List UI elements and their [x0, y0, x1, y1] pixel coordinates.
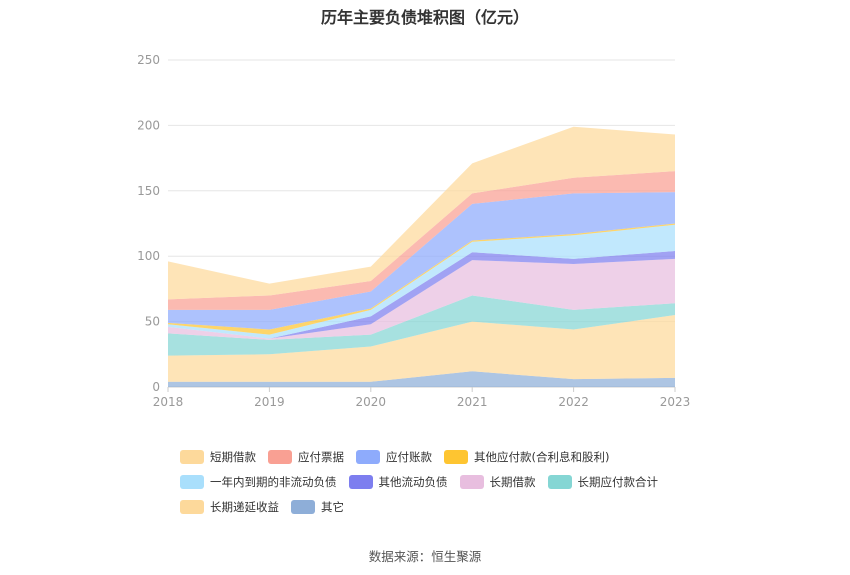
- chart-legend: 短期借款 应付票据 应付账款 其他应付款(合利息和股利) 一年内到期的非流动负债 其他流动…: [180, 448, 740, 516]
- legend-item[interactable]: 应付票据: [268, 448, 344, 466]
- x-tick-label: 2021: [457, 395, 488, 409]
- legend-swatch: [180, 450, 204, 464]
- y-tick-label: 0: [152, 380, 160, 394]
- legend-item[interactable]: 其他流动负债: [348, 473, 448, 491]
- x-tick-label: 2022: [558, 395, 589, 409]
- x-tick-label: 2020: [356, 395, 387, 409]
- y-tick-label: 250: [137, 53, 160, 67]
- y-tick-label: 50: [145, 315, 160, 329]
- legend-item[interactable]: 短期借款: [180, 448, 256, 466]
- legend-item[interactable]: 一年内到期的非流动负债: [180, 473, 337, 491]
- area-series-一年内到期的非流动负债: [168, 224, 675, 339]
- legend-item[interactable]: 其它: [291, 498, 344, 516]
- legend-label: 长期应付款合计: [577, 475, 659, 489]
- chart-title: 历年主要负债堆积图（亿元）: [320, 8, 529, 27]
- area-series-长期借款: [168, 258, 675, 340]
- legend-item[interactable]: 其他应付款(合利息和股利): [444, 448, 609, 466]
- x-tick-label: 2018: [153, 395, 184, 409]
- data-source-note: 数据来源：恒生聚源: [368, 549, 482, 564]
- y-tick-label: 100: [137, 249, 160, 263]
- stacked-area-chart: 0 50 100 150 200 250 2018 2019 2020 2021 2022 2023: [137, 53, 691, 409]
- legend-swatch: [180, 475, 204, 489]
- area-series-长期应付款合计: [168, 295, 675, 356]
- legend-label: 应付票据: [298, 450, 344, 464]
- legend-label: 一年内到期的非流动负债: [210, 475, 337, 489]
- legend-label: 长期递延收益: [210, 500, 279, 514]
- legend-swatch: [348, 475, 373, 489]
- legend-swatch: [180, 500, 204, 514]
- x-tick-label: 2023: [660, 395, 691, 409]
- area-series-应付票据: [168, 171, 675, 310]
- y-tick-label: 200: [137, 118, 160, 132]
- area-series-其它: [168, 371, 675, 387]
- legend-item[interactable]: 长期递延收益: [180, 498, 279, 516]
- area-series-短期借款: [168, 126, 675, 300]
- legend-label: 其它: [321, 500, 344, 514]
- legend-swatch: [459, 475, 484, 489]
- legend-item[interactable]: 长期应付款合计: [547, 473, 659, 491]
- y-tick-label: 150: [137, 184, 160, 198]
- x-tick-label: 2019: [254, 395, 285, 409]
- legend-label: 应付账款: [386, 450, 432, 464]
- legend-swatch: [547, 475, 572, 489]
- legend-swatch: [268, 450, 292, 464]
- legend-swatch: [356, 450, 380, 464]
- legend-label: 其他流动负债: [378, 475, 448, 489]
- legend-item[interactable]: 应付账款: [356, 448, 432, 466]
- legend-label: 短期借款: [210, 450, 256, 464]
- area-series-其他流动负债: [168, 250, 675, 339]
- legend-swatch: [444, 450, 468, 464]
- area-series-应付账款: [168, 192, 675, 330]
- legend-label: 长期借款: [489, 475, 536, 489]
- legend-item[interactable]: 长期借款: [459, 473, 536, 491]
- legend-label: 其他应付款(合利息和股利): [474, 450, 610, 464]
- legend-swatch: [291, 500, 315, 514]
- area-series-长期递延收益: [168, 315, 675, 382]
